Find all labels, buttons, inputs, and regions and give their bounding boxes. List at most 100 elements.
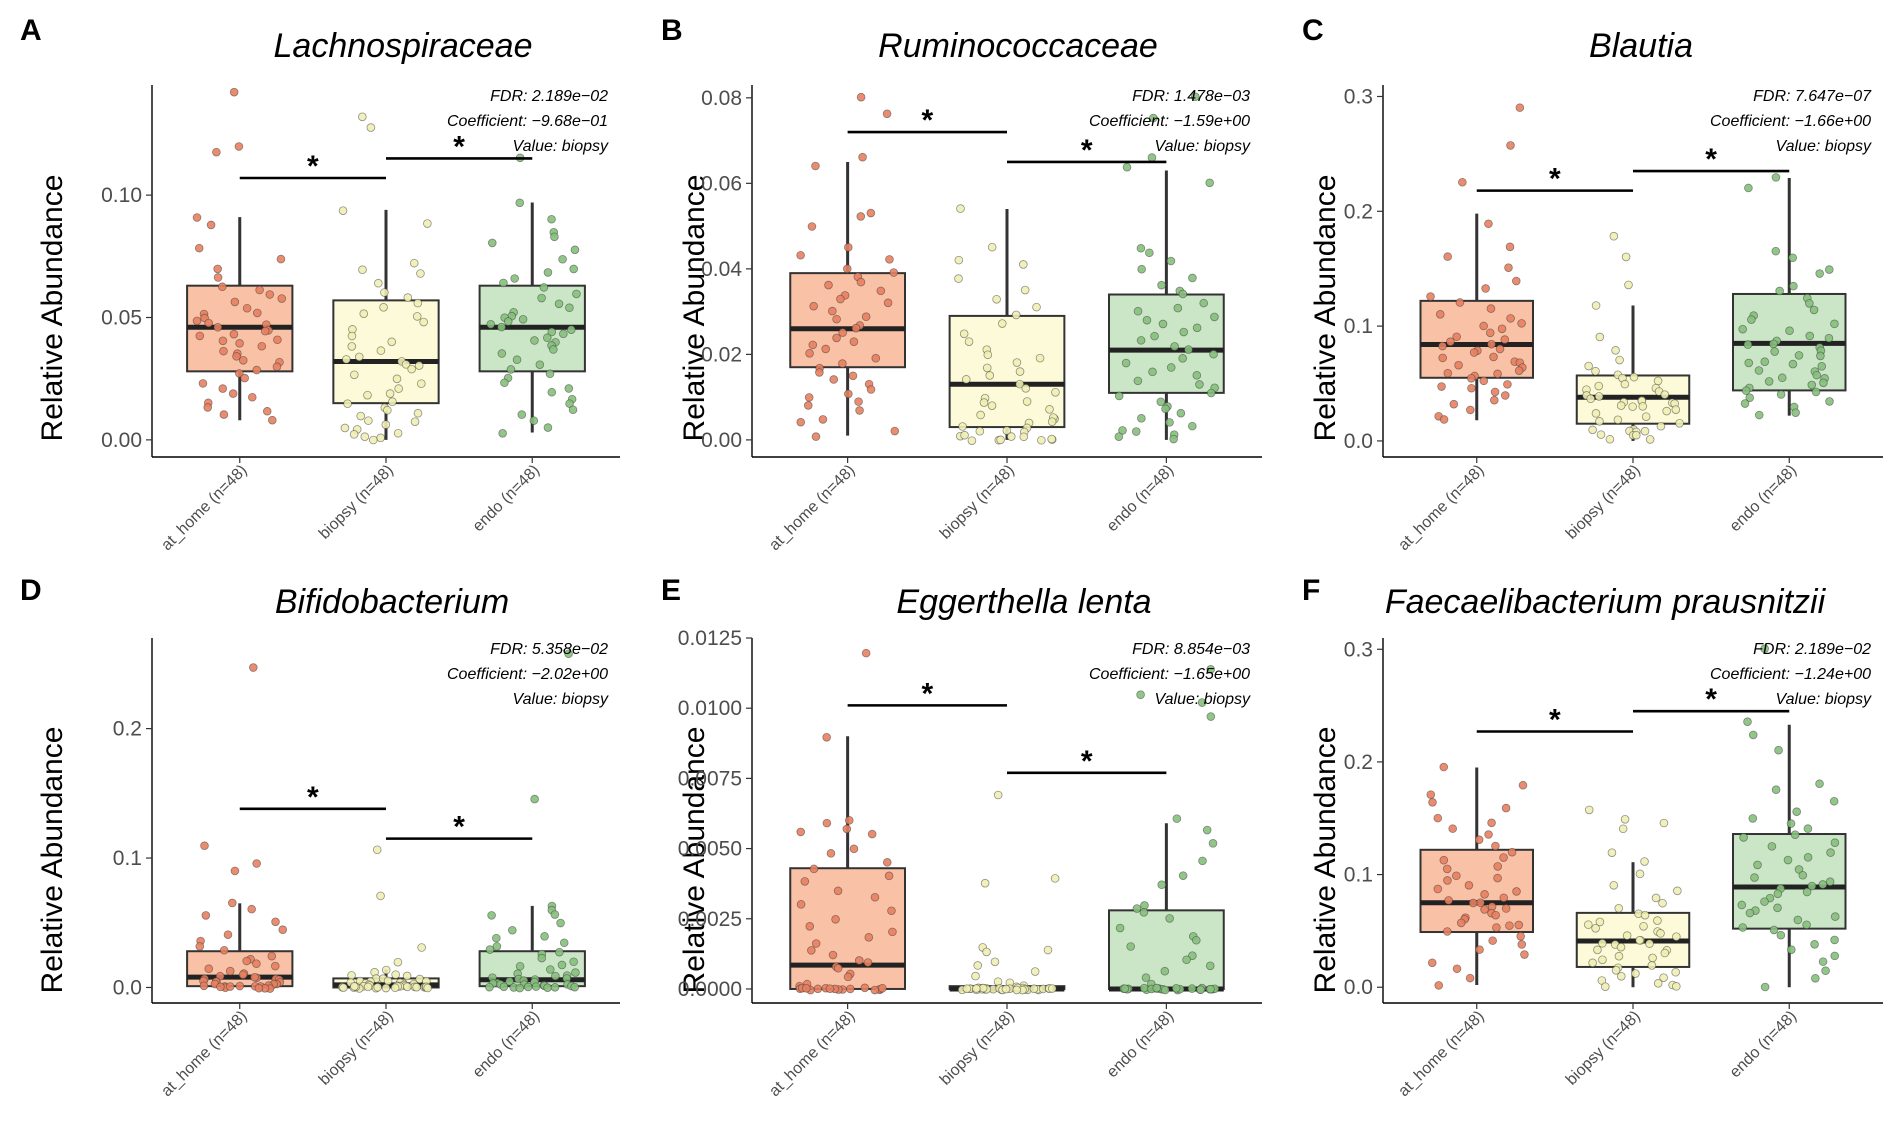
data-point-at_home	[1452, 871, 1461, 881]
data-point-at_home	[838, 359, 847, 368]
data-point-at_home	[1467, 373, 1476, 383]
data-point-endo	[1149, 113, 1158, 123]
data-point-biopsy	[1659, 818, 1669, 828]
data-point-biopsy	[956, 204, 965, 213]
data-point-endo	[1171, 983, 1181, 993]
data-point-endo	[1748, 730, 1758, 740]
y-axis-label: Relative Abundance	[1309, 175, 1342, 442]
data-point-at_home	[884, 871, 894, 881]
data-point-endo	[1809, 305, 1819, 315]
data-point-endo	[1771, 785, 1781, 795]
data-point-endo	[1132, 904, 1142, 913]
data-point-biopsy	[1616, 971, 1626, 981]
data-point-biopsy	[1640, 857, 1649, 866]
data-point-biopsy	[1584, 805, 1594, 815]
data-point-at_home	[213, 264, 222, 274]
data-point-endo	[572, 289, 581, 299]
data-point-endo	[566, 325, 576, 334]
y-tick-label: 0.0000	[678, 978, 742, 1001]
data-point-at_home	[1481, 284, 1490, 293]
data-point-at_home	[832, 314, 841, 324]
data-point-biopsy	[412, 982, 421, 992]
data-point-biopsy	[1002, 426, 1012, 435]
data-point-biopsy	[1019, 432, 1029, 442]
data-point-biopsy	[996, 435, 1005, 445]
stats-annotation: Value: biopsy	[513, 691, 609, 708]
data-point-endo	[564, 384, 574, 393]
data-point-biopsy	[1660, 948, 1670, 958]
data-point-endo	[1166, 363, 1176, 372]
data-point-biopsy	[983, 350, 993, 360]
data-point-at_home	[796, 827, 806, 837]
data-point-at_home	[885, 255, 894, 264]
data-point-biopsy	[1601, 982, 1610, 991]
data-point-biopsy	[1584, 920, 1593, 929]
data-point-endo	[543, 333, 552, 343]
data-point-endo	[1754, 410, 1764, 420]
data-point-endo	[1206, 388, 1216, 398]
data-point-at_home	[198, 379, 208, 388]
data-point-biopsy	[1588, 958, 1597, 968]
data-point-endo	[554, 299, 564, 309]
data-point-biopsy	[402, 971, 412, 981]
data-point-at_home	[252, 365, 262, 375]
data-point-endo	[1791, 408, 1800, 417]
data-point-at_home	[1465, 973, 1475, 983]
data-point-at_home	[242, 956, 251, 966]
data-point-biopsy	[1629, 372, 1639, 382]
y-tick-label: 0.10	[101, 184, 142, 207]
data-point-at_home	[1503, 380, 1512, 389]
data-point-endo	[1830, 951, 1840, 961]
data-point-endo	[1786, 819, 1796, 828]
x-category-label: endo (n=48)	[470, 462, 543, 535]
data-point-biopsy	[409, 258, 419, 268]
data-point-at_home	[1517, 319, 1526, 328]
data-point-endo	[1789, 281, 1798, 291]
data-point-endo	[1753, 860, 1762, 870]
data-point-at_home	[876, 286, 886, 296]
data-point-at_home	[1511, 276, 1521, 286]
data-point-endo	[1805, 331, 1815, 341]
data-point-biopsy	[363, 390, 372, 400]
data-point-biopsy	[343, 399, 352, 408]
data-point-biopsy	[1609, 881, 1619, 890]
data-point-endo	[1737, 900, 1747, 910]
data-point-endo	[547, 387, 557, 397]
data-point-at_home	[206, 220, 216, 230]
data-point-at_home	[822, 818, 832, 828]
data-point-at_home	[848, 371, 858, 381]
data-point-biopsy	[1015, 379, 1025, 389]
data-point-biopsy	[1622, 931, 1632, 940]
data-point-at_home	[836, 294, 845, 304]
data-point-endo	[1195, 380, 1204, 389]
data-point-at_home	[1466, 405, 1475, 415]
data-point-at_home	[811, 161, 820, 171]
data-point-endo	[1793, 915, 1803, 925]
data-point-at_home	[1433, 813, 1443, 823]
data-point-at_home	[1490, 387, 1500, 397]
data-point-at_home	[255, 285, 264, 295]
data-point-at_home	[888, 927, 897, 937]
data-point-endo	[1803, 853, 1813, 862]
data-point-biopsy	[383, 405, 392, 415]
data-point-biopsy	[1616, 942, 1626, 952]
x-category-label: biopsy (n=48)	[316, 462, 397, 543]
data-point-at_home	[1492, 923, 1501, 932]
data-point-at_home	[232, 352, 241, 361]
data-point-at_home	[204, 318, 213, 328]
data-point-at_home	[887, 906, 896, 916]
y-tick-label: 0.0025	[678, 908, 742, 931]
data-point-at_home	[1507, 847, 1517, 857]
data-point-endo	[1148, 367, 1157, 377]
data-point-biopsy	[976, 410, 985, 420]
data-point-endo	[1811, 387, 1821, 397]
data-point-endo	[1743, 340, 1753, 349]
data-point-at_home	[1514, 366, 1524, 375]
data-point-at_home	[829, 375, 839, 384]
data-point-endo	[1745, 393, 1755, 402]
y-axis-label: Relative Abundance	[678, 727, 711, 994]
data-point-biopsy	[373, 982, 383, 992]
data-point-at_home	[864, 933, 874, 942]
stats-annotation: FDR: 8.854e−03	[1132, 641, 1250, 658]
